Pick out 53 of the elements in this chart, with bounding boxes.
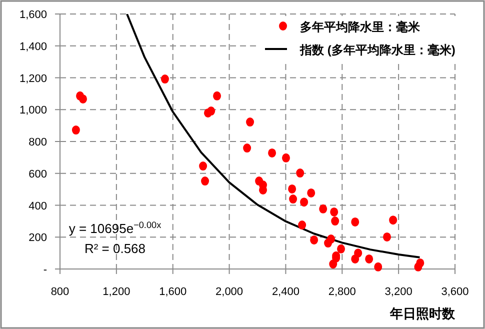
point [243,144,252,153]
y-tick-label: 1,200 [19,72,47,85]
legend-label: 多年平均降水里：毫米 [300,20,421,34]
point [207,106,216,116]
y-tick-label: 400 [28,200,47,212]
x-tick-label: 2,400 [272,286,300,298]
point [72,126,80,135]
point [268,148,276,158]
point [199,162,208,171]
point [351,217,360,226]
point [310,235,318,244]
point [298,220,306,230]
point [246,118,254,127]
point [330,207,338,216]
x-tick-label: 1,600 [159,286,187,298]
point [374,262,382,272]
point [365,254,374,264]
point [351,254,360,264]
y-tick-label: 1,400 [19,40,47,53]
y-tick-label: 800 [28,136,47,148]
point [201,176,210,186]
x-tick-label: 3,200 [384,286,412,298]
point [389,216,398,225]
x-tick-label: 3,600 [441,286,469,298]
point [383,232,392,242]
y-tick-label: - [43,264,48,276]
point [213,91,222,100]
point [331,216,340,226]
annotation: y = 10695e$^{−0.00x}$ [68,220,162,236]
x-tick-label: 800 [50,286,70,298]
annotation: R² = 0.568 [84,241,146,256]
point [300,198,308,207]
x-tick-label: 2,000 [216,286,244,298]
x-axis-title: 年日照时数 [389,306,456,321]
point [78,94,87,104]
point [289,194,298,204]
point [337,244,346,254]
x-tick-label: 1,200 [102,286,130,298]
x-tick-label: 2,800 [328,286,356,298]
point [414,262,422,272]
point [307,188,316,198]
y-tick-label: 200 [28,232,47,244]
y-tick-label: 1,000 [19,104,47,117]
point [319,204,328,214]
point [160,74,169,84]
legend-label: 指数 (多年平均降水里：毫米) [299,43,456,57]
point [329,260,338,269]
y-tick-label: 600 [28,168,47,180]
point [282,153,290,162]
y-tick-label: 1,600 [19,9,47,21]
point [296,168,304,178]
point [327,234,335,244]
point [288,184,296,194]
